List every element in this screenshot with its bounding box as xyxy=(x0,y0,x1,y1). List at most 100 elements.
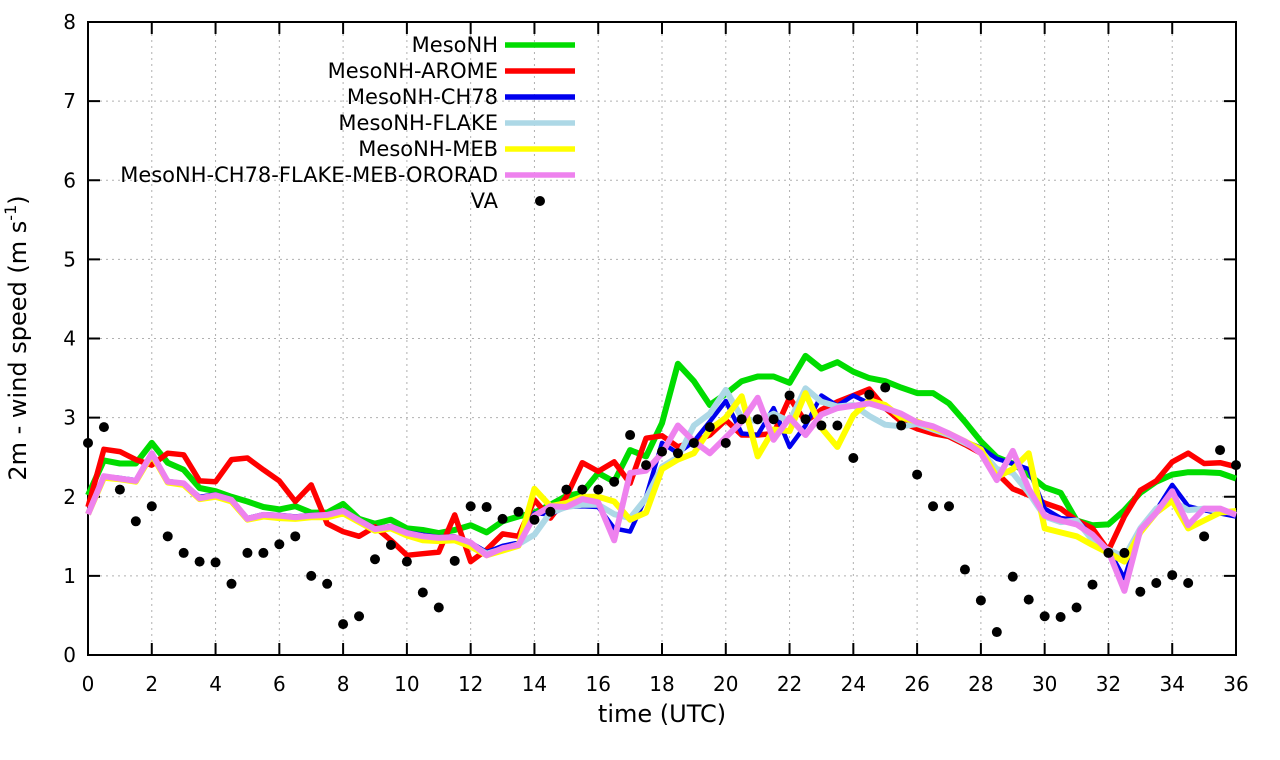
plot-border xyxy=(87,21,1237,656)
x-tick-label: 10 xyxy=(394,672,419,696)
legend: MesoNHMesoNH-AROMEMesoNH-CH78MesoNH-FLAK… xyxy=(120,33,575,213)
data-point-VA xyxy=(944,501,954,512)
data-point-VA xyxy=(896,420,907,431)
data-point-VA xyxy=(433,602,444,613)
data-point-VA xyxy=(354,611,365,622)
data-point-VA xyxy=(83,437,93,448)
y-tick-labels: 0 1 2 3 4 5 6 7 8 xyxy=(63,10,76,667)
data-point-VA xyxy=(162,531,173,542)
data-point-VA xyxy=(816,420,827,431)
data-point-VA xyxy=(593,484,604,495)
data-point-VA xyxy=(1071,602,1082,613)
data-point-VA xyxy=(641,460,652,471)
data-point-VA xyxy=(880,382,891,393)
data-point-VA xyxy=(912,469,923,480)
legend-label: MesoNH-CH78-FLAKE-MEB-ORORAD xyxy=(120,163,498,187)
data-point-VA xyxy=(928,501,939,512)
data-point-VA xyxy=(529,514,540,525)
data-point-VA xyxy=(1151,577,1162,588)
legend-label: VA xyxy=(471,189,499,213)
x-axis-title: time (UTC) xyxy=(598,700,726,728)
data-point-VA xyxy=(497,513,508,524)
data-point-VA xyxy=(768,414,779,425)
data-point-VA xyxy=(832,420,843,431)
x-tick-label: 14 xyxy=(522,672,547,696)
data-point-VA xyxy=(274,539,285,550)
y-tick-label: 0 xyxy=(63,643,76,667)
x-tick-labels: 0 2 4 6 8 10 12 14 16 18 20 22 24 26 28 30 32 34 36 xyxy=(82,672,1249,696)
data-point-VA xyxy=(146,501,157,512)
legend-label: MesoNH-CH78 xyxy=(347,85,498,109)
series-lines xyxy=(85,352,1238,594)
plot-border-rect xyxy=(87,21,1237,656)
x-tick-label: 4 xyxy=(209,672,222,696)
data-point-VA xyxy=(704,422,715,433)
legend-label: MesoNH-FLAKE xyxy=(338,111,498,135)
data-point-VA xyxy=(226,578,237,589)
series-line-MesoNH xyxy=(85,352,1237,537)
y-axis-title: 2m - wind speed (m s-1) xyxy=(1,195,32,480)
data-point-VA xyxy=(1215,445,1226,456)
grid xyxy=(87,21,1237,656)
data-point-VA xyxy=(1023,594,1034,605)
data-point-VA xyxy=(752,414,763,425)
data-point-VA xyxy=(1119,547,1130,558)
data-point-VA xyxy=(258,547,269,558)
data-point-VA xyxy=(848,452,859,463)
data-point-VA xyxy=(657,446,667,457)
data-point-VA xyxy=(481,502,492,513)
legend-label: MesoNH xyxy=(412,33,498,57)
data-point-VA xyxy=(98,422,109,433)
data-point-VA xyxy=(1039,611,1050,622)
data-point-VA xyxy=(370,554,380,565)
y-tick-label: 2 xyxy=(63,485,76,509)
data-point-VA xyxy=(736,414,747,425)
legend-swatch-point xyxy=(535,196,545,206)
axis-ticks xyxy=(87,21,1237,656)
data-point-VA xyxy=(545,506,556,517)
x-tick-label: 6 xyxy=(273,672,286,696)
x-tick-label: 34 xyxy=(1159,672,1184,696)
data-point-VA xyxy=(720,437,731,448)
data-point-VA xyxy=(864,389,875,400)
va-observation-points xyxy=(83,382,1241,638)
data-point-VA xyxy=(1087,579,1098,590)
data-point-VA xyxy=(338,619,349,630)
data-point-VA xyxy=(1103,547,1114,558)
data-point-VA xyxy=(1135,586,1146,597)
x-tick-label: 2 xyxy=(145,672,158,696)
x-tick-label: 24 xyxy=(841,672,866,696)
data-point-VA xyxy=(1055,612,1066,623)
y-tick-label: 7 xyxy=(63,89,76,113)
data-point-VA xyxy=(242,547,253,558)
data-point-VA xyxy=(609,476,620,487)
data-point-VA xyxy=(401,556,412,567)
data-point-VA xyxy=(577,484,588,495)
y-tick-label: 6 xyxy=(63,168,76,192)
x-tick-label: 22 xyxy=(777,672,802,696)
x-tick-label: 28 xyxy=(968,672,993,696)
y-tick-label: 5 xyxy=(63,247,76,271)
data-point-VA xyxy=(672,448,683,459)
data-point-VA xyxy=(306,570,317,581)
data-point-VA xyxy=(385,540,396,551)
x-tick-label: 30 xyxy=(1032,672,1057,696)
y-tick-label: 1 xyxy=(63,564,76,588)
data-point-VA xyxy=(1231,460,1241,471)
x-tick-label: 32 xyxy=(1096,672,1121,696)
data-point-VA xyxy=(114,484,125,495)
data-point-VA xyxy=(178,547,189,558)
data-point-VA xyxy=(688,437,699,448)
data-point-VA xyxy=(513,506,524,517)
y-tick-label: 3 xyxy=(63,406,76,430)
data-point-VA xyxy=(800,414,811,425)
x-tick-label: 8 xyxy=(337,672,350,696)
x-tick-label: 20 xyxy=(713,672,738,696)
data-point-VA xyxy=(322,578,333,589)
data-point-VA xyxy=(1167,570,1178,581)
data-point-VA xyxy=(1183,577,1194,588)
data-point-VA xyxy=(784,390,795,401)
data-point-VA xyxy=(417,587,428,598)
